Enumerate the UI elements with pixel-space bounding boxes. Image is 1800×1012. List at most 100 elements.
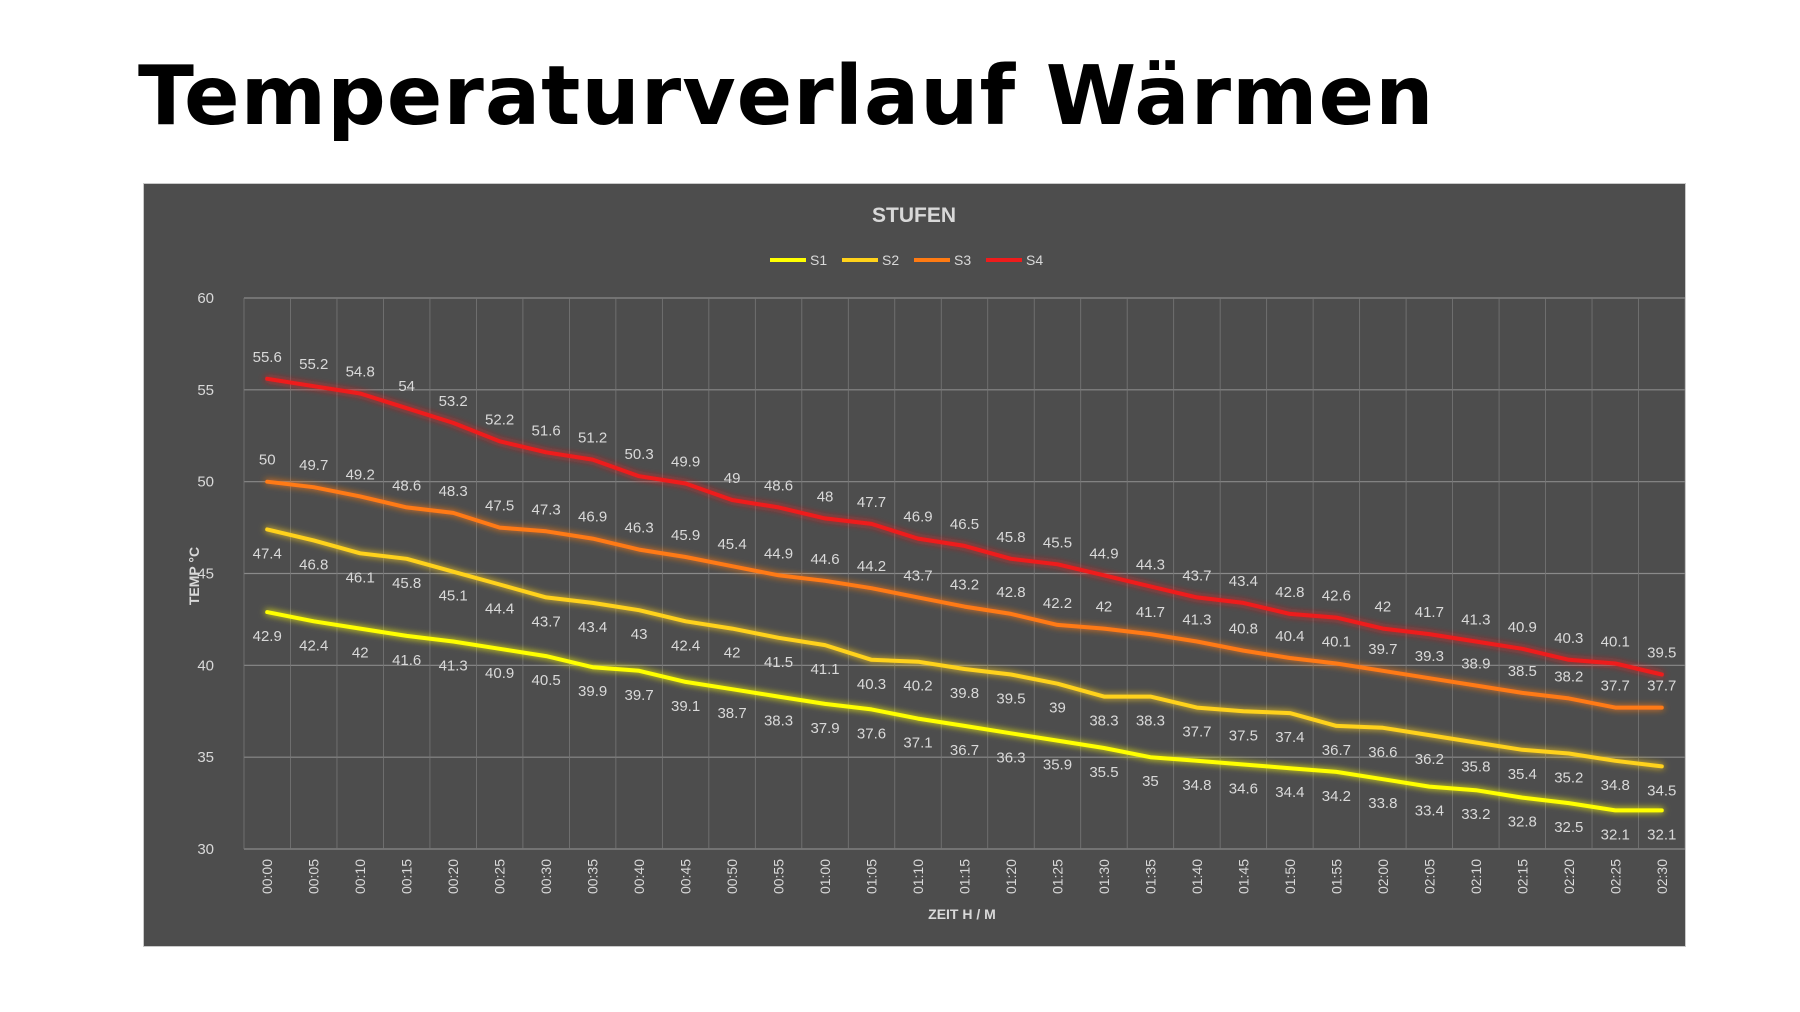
data-label-s1: 40.9 xyxy=(485,665,514,682)
data-label-s1: 37.6 xyxy=(857,725,886,742)
data-label-s4: 47.7 xyxy=(857,494,886,511)
x-tick-label: 02:10 xyxy=(1468,859,1484,894)
data-label-s2: 45.8 xyxy=(392,575,421,592)
data-label-s3: 42.8 xyxy=(996,584,1025,601)
data-label-s4: 54 xyxy=(398,378,415,395)
data-label-s4: 43.7 xyxy=(1182,567,1211,584)
x-tick-label: 00:20 xyxy=(445,859,461,894)
data-label-s4: 45.8 xyxy=(996,529,1025,546)
x-tick-label: 00:45 xyxy=(678,859,694,894)
series-line-s3 xyxy=(265,479,1664,710)
data-label-s2: 46.8 xyxy=(299,556,328,573)
x-tick-label: 00:30 xyxy=(538,859,554,894)
series-line-s4 xyxy=(265,376,1664,677)
data-label-s4: 55.6 xyxy=(253,349,282,366)
x-tick-label: 02:15 xyxy=(1514,859,1530,894)
data-label-s3: 46.9 xyxy=(578,509,607,526)
data-label-s4: 50.3 xyxy=(625,446,654,463)
data-label-s3: 41.3 xyxy=(1182,611,1211,628)
x-tick-label: 02:25 xyxy=(1607,859,1623,894)
data-label-s1: 33.4 xyxy=(1415,803,1444,820)
data-label-s2: 35.4 xyxy=(1508,766,1537,783)
y-tick-label: 50 xyxy=(197,474,214,491)
data-label-s4: 49.9 xyxy=(671,454,700,471)
data-label-s3: 47.3 xyxy=(532,501,561,518)
data-label-s2: 42 xyxy=(724,645,741,662)
y-tick-label: 30 xyxy=(197,841,214,858)
data-label-s4: 40.3 xyxy=(1554,630,1583,647)
data-label-s4: 51.6 xyxy=(532,422,561,439)
legend-label-s1: S1 xyxy=(810,252,827,268)
x-tick-label: 01:30 xyxy=(1096,859,1112,894)
x-tick-label: 01:55 xyxy=(1328,859,1344,894)
data-label-s2: 44.4 xyxy=(485,601,514,618)
data-label-s1: 37.1 xyxy=(903,735,932,752)
data-label-s3: 42 xyxy=(1096,599,1113,616)
data-label-s2: 37.5 xyxy=(1229,727,1258,744)
data-label-s4: 46.5 xyxy=(950,516,979,533)
data-label-s1: 37.9 xyxy=(810,720,839,737)
data-label-s4: 51.2 xyxy=(578,430,607,447)
y-tick-label: 60 xyxy=(197,290,214,307)
data-label-s1: 35.5 xyxy=(1089,764,1118,781)
x-tick-label: 02:05 xyxy=(1421,859,1437,894)
x-tick-label: 00:25 xyxy=(492,859,508,894)
x-tick-label: 00:55 xyxy=(771,859,787,894)
data-label-s1: 36.7 xyxy=(950,742,979,759)
y-axis: 30 35 40 45 50 55 60 xyxy=(197,290,214,858)
data-label-s3: 44.2 xyxy=(857,558,886,575)
data-label-s2: 35.8 xyxy=(1461,758,1490,775)
data-label-s4: 45.5 xyxy=(1043,534,1072,551)
data-label-s1: 39.7 xyxy=(625,687,654,704)
data-label-s2: 38.3 xyxy=(1089,713,1118,730)
x-tick-label: 01:40 xyxy=(1189,859,1205,894)
data-label-s1: 42 xyxy=(352,645,369,662)
x-axis: 00:00 00:05 00:10 00:15 00:20 00:25 00:30 00:35… xyxy=(259,859,1670,894)
data-label-s1: 34.8 xyxy=(1182,777,1211,794)
series-lines xyxy=(265,376,1664,813)
data-label-s2: 45.1 xyxy=(439,588,468,605)
data-label-s4: 48.6 xyxy=(764,477,793,494)
data-label-s2: 36.7 xyxy=(1322,742,1351,759)
data-label-s3: 47.5 xyxy=(485,498,514,515)
x-tick-label: 01:35 xyxy=(1142,859,1158,894)
data-label-s3: 40.8 xyxy=(1229,621,1258,638)
x-tick-label: 00:40 xyxy=(631,859,647,894)
y-tick-label: 40 xyxy=(197,657,214,674)
x-tick-label: 01:20 xyxy=(1003,859,1019,894)
data-label-s1: 32.1 xyxy=(1601,826,1630,843)
data-label-s1: 33.2 xyxy=(1461,806,1490,823)
data-label-s3: 42.2 xyxy=(1043,595,1072,612)
data-label-s4: 44.3 xyxy=(1136,556,1165,573)
data-label-s2: 34.5 xyxy=(1647,782,1676,799)
chart-grid xyxy=(243,297,1685,850)
data-label-s1: 35.9 xyxy=(1043,757,1072,774)
y-tick-label: 35 xyxy=(197,749,214,766)
legend-label-s4: S4 xyxy=(1026,252,1043,268)
data-label-s4: 40.1 xyxy=(1601,633,1630,650)
page-title: Temperaturverlauf Wärmen xyxy=(138,49,1435,144)
data-label-s4: 42 xyxy=(1375,599,1392,616)
x-tick-label: 01:50 xyxy=(1282,859,1298,894)
data-label-s4: 41.7 xyxy=(1415,604,1444,621)
data-label-s2: 43.7 xyxy=(532,613,561,630)
data-label-s3: 38.5 xyxy=(1508,663,1537,680)
x-tick-label: 00:35 xyxy=(585,859,601,894)
data-label-s4: 43.4 xyxy=(1229,573,1258,590)
data-label-s4: 41.3 xyxy=(1461,611,1490,628)
data-label-s3: 39.3 xyxy=(1415,648,1444,665)
chart-title: STUFEN xyxy=(872,204,956,227)
data-label-s2: 39.8 xyxy=(950,685,979,702)
data-label-s3: 44.9 xyxy=(764,545,793,562)
data-label-s1: 34.6 xyxy=(1229,781,1258,798)
data-label-s4: 53.2 xyxy=(439,393,468,410)
data-label-s1: 35 xyxy=(1142,773,1159,790)
data-label-s4: 46.9 xyxy=(903,509,932,526)
data-label-s2: 46.1 xyxy=(346,569,375,586)
x-tick-label: 01:05 xyxy=(864,859,880,894)
data-label-s2: 34.8 xyxy=(1601,777,1630,794)
data-label-s1: 41.6 xyxy=(392,652,421,669)
data-label-s3: 43.2 xyxy=(950,577,979,594)
chart-panel: STUFEN S1 S2 S3 S4 30 35 40 45 50 55 60 00:00 00:0… xyxy=(143,183,1686,947)
data-label-s4: 49 xyxy=(724,470,741,487)
